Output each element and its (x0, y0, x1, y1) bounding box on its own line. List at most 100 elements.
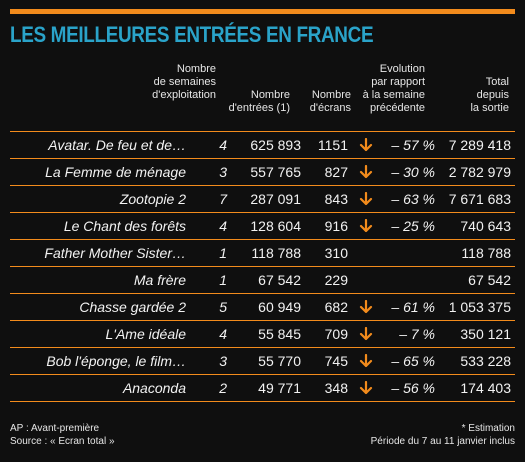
footer-estimation: * Estimation (461, 423, 515, 434)
entrees-count: 557 765 (250, 164, 301, 180)
arrow-down-icon (359, 165, 373, 179)
footer-ap-note: AP : Avant-première (10, 423, 100, 434)
arrow-down-icon (359, 138, 373, 152)
entrees-count: 118 788 (251, 245, 301, 261)
arrow-down-icon (359, 381, 373, 395)
screens-count: 916 (324, 218, 348, 234)
screens-count: 745 (324, 353, 348, 369)
total-entrees: 7 289 418 (448, 137, 511, 153)
total-entrees: 67 542 (468, 272, 511, 288)
table-row: Chasse gardée 2 5 60 949 682 – 61 % 1 053 375 (10, 293, 515, 320)
evolution-value: – 57 % (391, 137, 435, 153)
weeks-count: 1 (219, 245, 227, 261)
evolution-value: – 65 % (391, 353, 435, 369)
footer-period-text: Période du 7 au 11 janvier inclus (370, 436, 515, 447)
film-title: La Femme de ménage (45, 164, 186, 180)
film-title: Le Chant des forêts (63, 218, 186, 234)
screens-count: 1151 (317, 137, 348, 153)
film-title: Chasse gardée 2 (79, 299, 186, 315)
arrow-down-icon (359, 300, 373, 314)
table-row: Le Chant des forêts 4 128 604 916 – 25 % 740 … (10, 212, 515, 239)
footer-notes: AP : Avant-première Source : « Ecran tot… (10, 422, 115, 448)
total-entrees: 174 403 (460, 380, 511, 396)
header-evolution: Evolution par rapport à la semaine précé… (363, 63, 425, 115)
header-total: Total depuis la sortie (470, 76, 509, 115)
screens-count: 682 (324, 299, 348, 315)
header-evolution-line-3: à la semaine (362, 89, 425, 101)
entrees-count: 55 770 (258, 353, 301, 369)
weeks-count: 1 (219, 272, 227, 288)
total-entrees: 7 671 683 (448, 191, 511, 207)
header-weeks: Nombre de semaines d'exploitation (152, 63, 216, 102)
page-title: LES MEILLEURES ENTRÉES EN FRANCE (10, 22, 374, 47)
entrees-count: 625 893 (250, 137, 301, 153)
entrees-count: 49 771 (258, 380, 301, 396)
total-entrees: 1 053 375 (448, 299, 511, 315)
header-weeks-line-1: Nombre (176, 63, 216, 75)
header-total-line-1: Total (485, 76, 509, 88)
table-row: Avatar. De feu et de… 4 625 893 1151 – 57 % 7… (10, 131, 515, 158)
evolution-value: – 25 % (391, 218, 435, 234)
header-total-line-3: la sortie (470, 102, 509, 114)
weeks-count: 3 (219, 353, 227, 369)
total-entrees: 350 121 (460, 326, 511, 342)
film-title: Anaconda (122, 380, 186, 396)
header-entrees-line-2: d'entrées (1) (228, 102, 290, 114)
entrees-count: 55 845 (258, 326, 301, 342)
header-ecrans: Nombre d'écrans (310, 89, 351, 115)
film-title: L'Ame idéale (105, 326, 187, 342)
header-ecrans-line-2: d'écrans (309, 102, 351, 114)
header-weeks-line-2: de semaines (153, 76, 216, 88)
header-evolution-line-1: Evolution (379, 63, 425, 75)
arrow-down-icon (359, 354, 373, 368)
film-title: Avatar. De feu et de… (48, 137, 186, 153)
table-row: Bob l'éponge, le film… 3 55 770 745 – 65 % 53… (10, 347, 515, 374)
entrees-count: 67 542 (258, 272, 301, 288)
film-title: Father Mother Sister… (44, 245, 186, 261)
weeks-count: 4 (219, 137, 227, 153)
evolution-value: – 63 % (391, 191, 435, 207)
table-row: L'Ame idéale 4 55 845 709 – 7 % 350 121 (10, 320, 515, 347)
table-row: Father Mother Sister… 1 118 788 310 118 788 (10, 239, 515, 266)
screens-count: 310 (324, 245, 348, 261)
screens-count: 348 (324, 380, 348, 396)
entrees-count: 128 604 (250, 218, 301, 234)
top-rule (10, 9, 515, 14)
film-title: Zootopie 2 (119, 191, 186, 207)
weeks-count: 7 (219, 191, 227, 207)
film-title: Ma frère (133, 272, 186, 288)
weeks-count: 2 (219, 380, 227, 396)
screens-count: 827 (324, 164, 348, 180)
evolution-value: – 61 % (391, 299, 435, 315)
header-ecrans-line-1: Nombre (311, 89, 351, 101)
table-row: Zootopie 2 7 287 091 843 – 63 % 7 671 683 (10, 185, 515, 212)
weeks-count: 4 (219, 218, 227, 234)
screens-count: 843 (324, 191, 348, 207)
evolution-value: – 56 % (391, 380, 435, 396)
weeks-count: 4 (219, 326, 227, 342)
entrees-count: 287 091 (250, 191, 301, 207)
evolution-value: – 30 % (391, 164, 435, 180)
footer-source: Source : « Ecran total » (10, 436, 115, 447)
arrow-down-icon (359, 219, 373, 233)
total-entrees: 533 228 (460, 353, 511, 369)
header-evolution-line-4: précédente (369, 102, 425, 114)
header-entrees-line-1: Nombre (250, 89, 290, 101)
weeks-count: 5 (219, 299, 227, 315)
table-row: Anaconda 2 49 771 348 – 56 % 174 403 (10, 374, 515, 402)
film-title: Bob l'éponge, le film… (46, 353, 186, 369)
total-entrees: 118 788 (461, 245, 511, 261)
footer-period: * Estimation Période du 7 au 11 janvier … (371, 422, 515, 448)
entrees-count: 60 949 (258, 299, 301, 315)
weeks-count: 3 (219, 164, 227, 180)
box-office-table: Avatar. De feu et de… 4 625 893 1151 – 57 % 7… (10, 131, 515, 402)
screens-count: 229 (324, 272, 348, 288)
screens-count: 709 (324, 326, 348, 342)
header-evolution-line-2: par rapport (371, 76, 425, 88)
header-total-line-2: depuis (476, 89, 509, 101)
table-row: Ma frère 1 67 542 229 67 542 (10, 266, 515, 293)
evolution-value: – 7 % (399, 326, 435, 342)
header-entrees: Nombre d'entrées (1) (229, 89, 290, 115)
header-weeks-line-3: d'exploitation (152, 89, 216, 101)
total-entrees: 2 782 979 (448, 164, 511, 180)
